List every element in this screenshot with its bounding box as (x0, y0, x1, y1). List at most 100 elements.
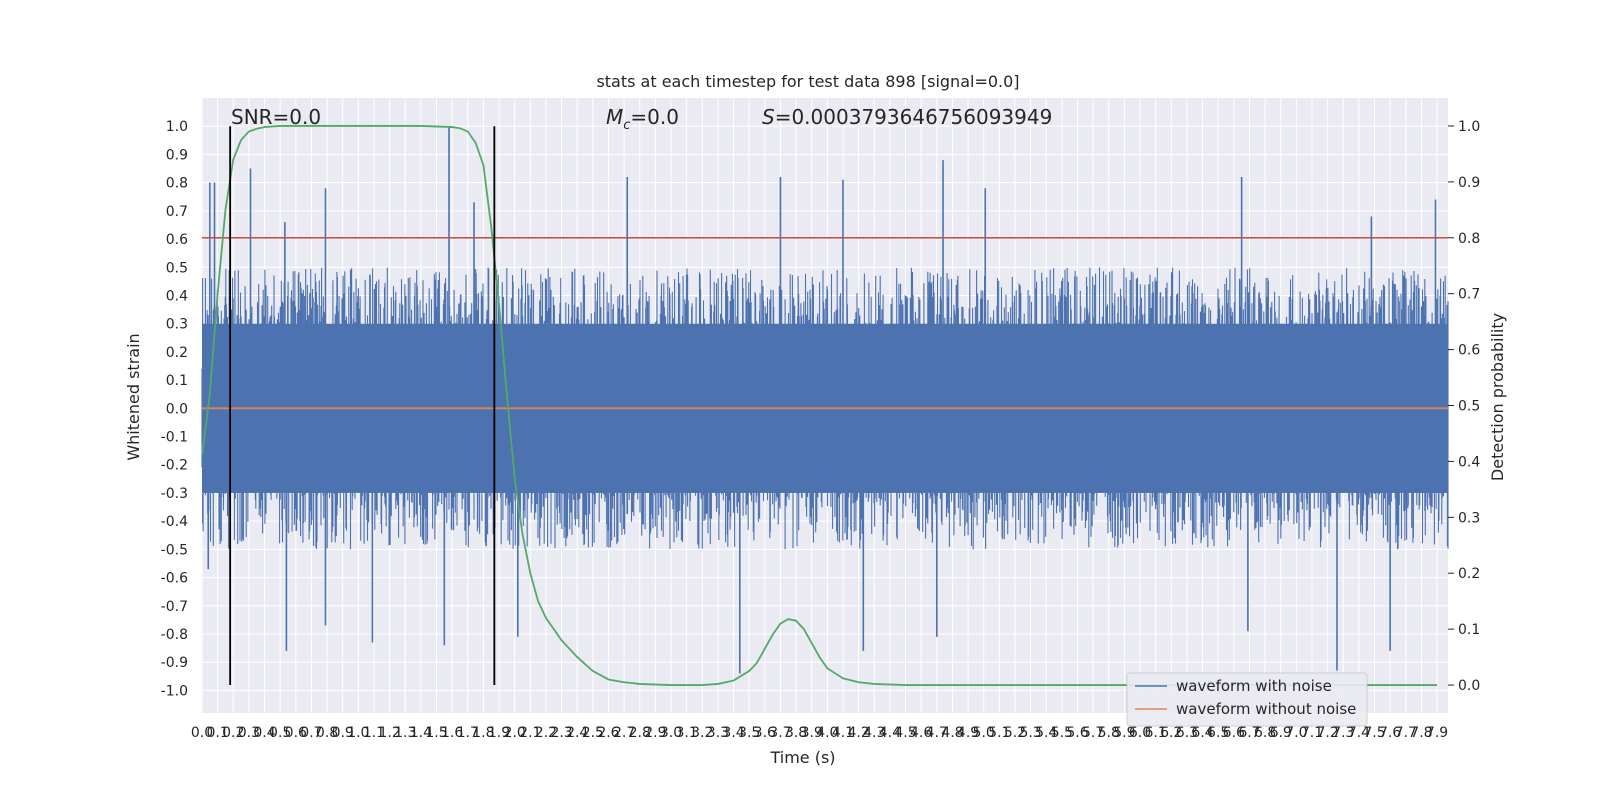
x-tick-label: 3.3 (707, 725, 729, 741)
y-left-tick-label: 0.5 (166, 260, 188, 276)
y-right-tick-label: 0.1 (1458, 622, 1480, 638)
x-tick-label: 1.6 (441, 725, 463, 741)
x-tick-label: 2.7 (613, 725, 635, 741)
x-tick-label: 1.9 (488, 725, 510, 741)
chirp-mass-symbol: M (606, 105, 623, 129)
x-tick-label: 7.7 (1395, 725, 1417, 741)
x-tick-label: 2.0 (504, 725, 526, 741)
s-value: =0.0003793646756093949 (775, 105, 1053, 129)
x-tick-label: 6.7 (1238, 725, 1260, 741)
x-tick-label: 0.8 (316, 725, 338, 741)
y-left-tick-label: -0.9 (161, 655, 188, 671)
x-tick-label: 0.7 (300, 725, 322, 741)
x-tick-label: 5.8 (1098, 725, 1120, 741)
y-right-tick-label: 0.0 (1458, 678, 1480, 694)
x-tick-label: 6.1 (1145, 725, 1167, 741)
y-right-tick-label: 0.7 (1458, 287, 1480, 303)
x-axis-label: Time (s) (769, 748, 835, 767)
y-right-tick-label: 0.3 (1458, 510, 1480, 526)
legend-label-clean: waveform without noise (1176, 700, 1356, 718)
x-tick-label: 3.1 (676, 725, 698, 741)
x-tick-label: 7.2 (1316, 725, 1338, 741)
x-tick-label: 6.2 (1160, 725, 1182, 741)
y-left-tick-label: 0.9 (166, 147, 188, 163)
x-tick-label: 0.4 (253, 725, 275, 741)
x-tick-label: 4.3 (863, 725, 885, 741)
x-tick-label: 5.5 (1051, 725, 1073, 741)
x-tick-label: 2.5 (582, 725, 604, 741)
x-tick-label: 1.8 (472, 725, 494, 741)
x-tick-label: 3.7 (769, 725, 791, 741)
s-annotation: S=0.0003793646756093949 (762, 105, 1052, 129)
x-tick-label: 4.9 (957, 725, 979, 741)
x-tick-label: 1.1 (363, 725, 385, 741)
detection-probability-line (201, 125, 1438, 686)
x-tick-label: 3.0 (660, 725, 682, 741)
y-axis-label-left: Whitened strain (124, 333, 143, 460)
y-left-tick-label: -0.1 (161, 430, 188, 446)
x-tick-label: 6.0 (1129, 725, 1151, 741)
x-tick-label: 7.8 (1410, 725, 1432, 741)
x-tick-label: 5.4 (1035, 725, 1057, 741)
chart-title: stats at each timestep for test data 898… (596, 72, 1019, 91)
x-tick-label: 0.6 (285, 725, 307, 741)
x-tick-label: 0.3 (238, 725, 260, 741)
x-tick-label: 3.9 (801, 725, 823, 741)
x-tick-label: 4.6 (910, 725, 932, 741)
x-tick-label: 7.9 (1426, 725, 1448, 741)
x-tick-label: 5.7 (1082, 725, 1104, 741)
y-left-tick-label: 0.8 (166, 176, 188, 192)
x-tick-label: 1.4 (410, 725, 432, 741)
x-tick-label: 5.3 (1019, 725, 1041, 741)
x-tick-label: 1.7 (457, 725, 479, 741)
x-tick-label: 4.8 (941, 725, 963, 741)
x-tick-label: 6.6 (1223, 725, 1245, 741)
y-left-tick-label: -1.0 (161, 683, 188, 699)
x-tick-label: 2.4 (566, 725, 588, 741)
y-right-tick-label: 0.5 (1458, 399, 1480, 415)
x-tick-label: 0.1 (207, 725, 229, 741)
x-tick-label: 7.6 (1379, 725, 1401, 741)
x-tick-label: 4.5 (894, 725, 916, 741)
x-tick-label: 0.5 (269, 725, 291, 741)
y-left-tick-label: 0.3 (166, 317, 188, 333)
x-tick-label: 3.6 (754, 725, 776, 741)
x-tick-label: 0.9 (332, 725, 354, 741)
y-right-tick-label: 0.2 (1458, 566, 1480, 582)
snr-annotation: SNR=0.0 (231, 105, 321, 129)
x-tick-label: 6.3 (1176, 725, 1198, 741)
x-tick-label: 5.2 (1004, 725, 1026, 741)
legend-box (1126, 672, 1368, 727)
y-left-tick-label: -0.7 (161, 599, 188, 615)
x-tick-label: 2.2 (535, 725, 557, 741)
y-right-tick-label: 0.6 (1458, 343, 1480, 359)
x-tick-label: 1.5 (425, 725, 447, 741)
x-tick-label: 6.9 (1270, 725, 1292, 741)
x-tick-label: 7.1 (1301, 725, 1323, 741)
legend: waveform with noise waveform without noi… (1126, 672, 1368, 727)
x-tick-label: 4.0 (816, 725, 838, 741)
x-tick-label: 7.4 (1348, 725, 1370, 741)
axes: 0.00.10.20.30.40.50.60.70.80.91.01.11.21… (161, 119, 1481, 741)
x-tick-label: 5.9 (1113, 725, 1135, 741)
chirp-mass-annotation: Mc=0.0 (606, 105, 679, 133)
x-tick-label: 5.6 (1066, 725, 1088, 741)
x-tick-label: 4.2 (847, 725, 869, 741)
y-right-tick-label: 0.4 (1458, 454, 1480, 470)
x-tick-label: 4.1 (832, 725, 854, 741)
y-left-tick-label: -0.3 (161, 486, 188, 502)
y-right-tick-label: 0.9 (1458, 175, 1480, 191)
x-tick-label: 5.0 (973, 725, 995, 741)
y-left-tick-label: -0.5 (161, 542, 188, 558)
chirp-mass-subscript: c (623, 118, 630, 133)
y-left-tick-label: 0.2 (166, 345, 188, 361)
x-tick-label: 6.8 (1254, 725, 1276, 741)
y-left-tick-label: -0.8 (161, 627, 188, 643)
x-tick-label: 1.3 (394, 725, 416, 741)
y-right-tick-label: 1.0 (1458, 119, 1480, 135)
y-left-tick-label: 1.0 (166, 119, 188, 135)
x-tick-label: 7.0 (1285, 725, 1307, 741)
y-left-tick-label: -0.4 (161, 514, 188, 530)
